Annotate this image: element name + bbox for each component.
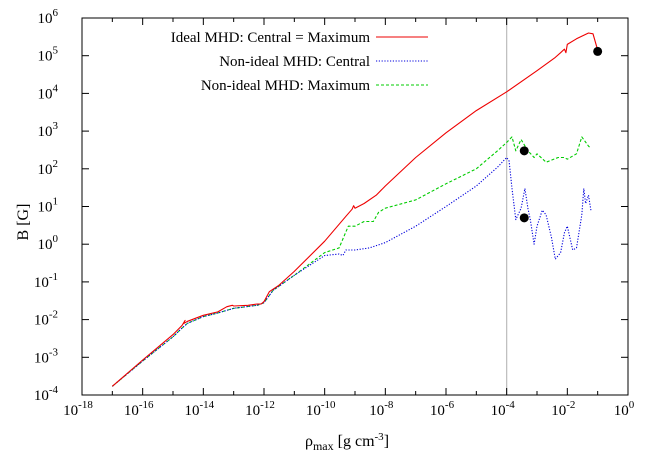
x-tick-base: 10 — [245, 403, 260, 419]
y-tick-label: 102 — [38, 158, 59, 178]
end-marker — [593, 46, 603, 56]
y-tick-label: 10-2 — [34, 309, 58, 329]
series-line-2 — [111, 156, 592, 387]
y-tick-base: 10 — [38, 49, 53, 65]
y-tick-base: 10 — [34, 350, 49, 366]
y-tick-label: 105 — [38, 45, 59, 65]
y-tick-label: 101 — [38, 196, 59, 216]
y-axis-label: B [G] — [15, 204, 32, 241]
x-tick-base: 10 — [184, 403, 199, 419]
x-tick-exponent: 0 — [629, 399, 635, 411]
y-tick-label: 10-1 — [34, 271, 58, 291]
y-tick-exponent: 1 — [53, 196, 59, 208]
y-tick-base: 10 — [38, 124, 53, 140]
axis-ticks — [81, 17, 629, 396]
y-tick-base: 10 — [34, 388, 49, 404]
x-tick-label: 10-12 — [245, 399, 275, 419]
y-tick-exponent: -3 — [49, 346, 59, 358]
tick-labels: 10-18 10-16 10-14 10-12 10-10 10-8 10-6 10-4 10-… — [34, 7, 635, 419]
x-tick-exponent: -4 — [506, 399, 516, 411]
x-tick-exponent: -6 — [445, 399, 455, 411]
x-tick-base: 10 — [491, 403, 506, 419]
x-tick-label: 10-10 — [306, 399, 336, 419]
y-tick-label: 106 — [38, 7, 59, 27]
x-tick-exponent: -18 — [78, 399, 93, 411]
y-tick-label: 104 — [38, 82, 59, 102]
x-tick-label: 10-14 — [184, 399, 214, 419]
y-tick-exponent: 4 — [53, 82, 59, 94]
legend: Ideal MHD: Central = Maximum Non-ideal MH… — [171, 30, 428, 94]
x-tick-base: 10 — [551, 403, 566, 419]
series-line-1 — [111, 32, 599, 387]
x-tick-label: 10-2 — [551, 399, 575, 419]
x-tick-exponent: -8 — [384, 399, 394, 411]
y-tick-label: 10-3 — [34, 346, 59, 366]
y-tick-exponent: -1 — [49, 271, 58, 283]
x-tick-base: 10 — [124, 403, 139, 419]
x-tick-label: 100 — [614, 399, 635, 419]
x-axis-units-exponent: -3 — [375, 431, 385, 443]
y-tick-exponent: 0 — [53, 233, 59, 245]
y-tick-exponent: 6 — [53, 7, 59, 19]
x-tick-base: 10 — [63, 403, 78, 419]
y-tick-base: 10 — [38, 237, 53, 253]
x-tick-base: 10 — [614, 403, 629, 419]
series-line-3 — [111, 136, 592, 387]
y-tick-exponent: 5 — [53, 45, 59, 57]
x-tick-exponent: -16 — [139, 399, 154, 411]
x-axis-symbol: ρ — [305, 433, 313, 450]
x-axis-units-end: ] — [384, 433, 389, 450]
y-tick-base: 10 — [34, 313, 49, 329]
y-tick-exponent: -4 — [49, 384, 59, 396]
x-tick-label: 10-6 — [430, 399, 455, 419]
y-tick-exponent: 3 — [53, 120, 59, 132]
x-tick-label: 10-4 — [491, 399, 516, 419]
x-tick-exponent: -12 — [260, 399, 275, 411]
y-tick-base: 10 — [38, 162, 53, 178]
y-tick-base: 10 — [38, 200, 53, 216]
y-tick-label: 10-4 — [34, 384, 59, 404]
x-axis-label: ρmax [g cm-3] — [305, 431, 389, 453]
x-tick-label: 10-8 — [369, 399, 394, 419]
x-axis-units: [g cm — [334, 433, 375, 450]
series-lines — [111, 32, 599, 387]
end-marker — [519, 213, 529, 223]
y-tick-label: 103 — [38, 120, 59, 140]
end-markers — [519, 46, 603, 223]
x-tick-exponent: -2 — [566, 399, 575, 411]
legend-label: Non-ideal MHD: Maximum — [201, 78, 370, 94]
y-tick-label: 100 — [38, 233, 59, 253]
x-axis-subscript: max — [313, 439, 334, 453]
y-tick-base: 10 — [34, 275, 49, 291]
x-tick-base: 10 — [306, 403, 321, 419]
x-tick-base: 10 — [369, 403, 384, 419]
x-tick-exponent: -14 — [199, 399, 214, 411]
y-tick-exponent: 2 — [53, 158, 59, 170]
plot-frame — [81, 17, 629, 396]
end-marker — [519, 146, 529, 156]
y-tick-base: 10 — [38, 86, 53, 102]
y-tick-exponent: -2 — [49, 309, 58, 321]
x-tick-exponent: -10 — [321, 399, 336, 411]
x-tick-label: 10-16 — [124, 399, 154, 419]
legend-label: Non-ideal MHD: Central — [219, 54, 370, 70]
y-tick-base: 10 — [38, 11, 53, 27]
legend-label: Ideal MHD: Central = Maximum — [171, 30, 371, 46]
x-tick-base: 10 — [430, 403, 445, 419]
x-tick-label: 10-18 — [63, 399, 93, 419]
